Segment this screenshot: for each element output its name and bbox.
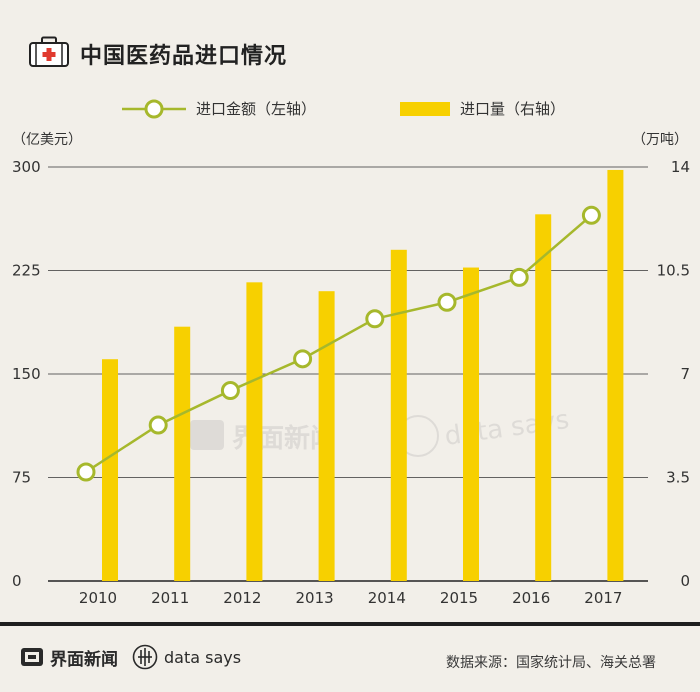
x-tick-label: 2017 [584,589,622,607]
right-tick-label: 10.5 [657,262,690,280]
legend-bar-swatch [400,102,450,116]
right-tick-label: 3.5 [666,469,690,487]
legend-label: 进口量（右轴） [460,100,565,118]
footer-brand: 界面新闻 data says [20,644,241,670]
x-tick-label: 2014 [368,589,406,607]
chart-canvas: 界面新闻 data says（亿美元） （万吨）07515022530003.571… [12,99,690,607]
bar [390,249,407,582]
footer: 界面新闻 data says 数据来源：国家统计局、海关总署 [0,622,700,692]
bar [318,291,335,581]
bar [246,282,263,581]
left-tick-label: 0 [12,572,22,590]
bar [535,214,552,582]
right-tick-label: 7 [680,365,690,383]
line-point [220,381,240,401]
bar [463,267,479,581]
watermark-logo-icon [190,420,224,450]
legend-line-marker [144,99,164,119]
left-axis-unit: （亿美元） [12,132,82,148]
x-tick-label: 2015 [440,589,478,607]
x-tick-label: 2010 [79,589,117,607]
bar [102,359,118,581]
x-tick-label: 2012 [223,589,261,607]
right-tick-label: 0 [680,572,690,590]
footer-data-says: data says [164,647,242,667]
line-series [85,214,593,474]
line-point [581,205,601,225]
footer-divider [0,622,700,626]
watermark-data-says: data says [443,405,571,452]
line-point [365,309,385,329]
line-point [437,292,457,312]
line-point [148,415,168,435]
left-tick-label: 300 [12,158,41,176]
bar [174,326,191,581]
data-says-logo-icon [132,644,158,670]
line-point [509,267,529,287]
footer-brand-name: 界面新闻 [50,649,118,670]
left-tick-label: 150 [12,365,41,383]
chart-header: 中国医药品进口情况 [18,30,678,74]
bar [607,169,624,581]
legend-label: 进口金额（左轴） [196,100,316,118]
line-point [293,349,313,369]
x-tick-label: 2013 [296,589,334,607]
chart-title: 中国医药品进口情况 [80,44,288,69]
jiemian-logo-icon [21,648,43,666]
line-point [76,462,96,482]
x-tick-label: 2011 [151,589,189,607]
left-tick-label: 75 [12,469,31,487]
data-source: 数据来源：国家统计局、海关总署 [446,655,656,671]
right-tick-label: 14 [671,158,690,176]
x-tick-label: 2016 [512,589,550,607]
left-tick-label: 225 [12,262,41,280]
first-aid-kit-icon [29,36,69,67]
right-axis-unit: （万吨） [632,132,688,148]
